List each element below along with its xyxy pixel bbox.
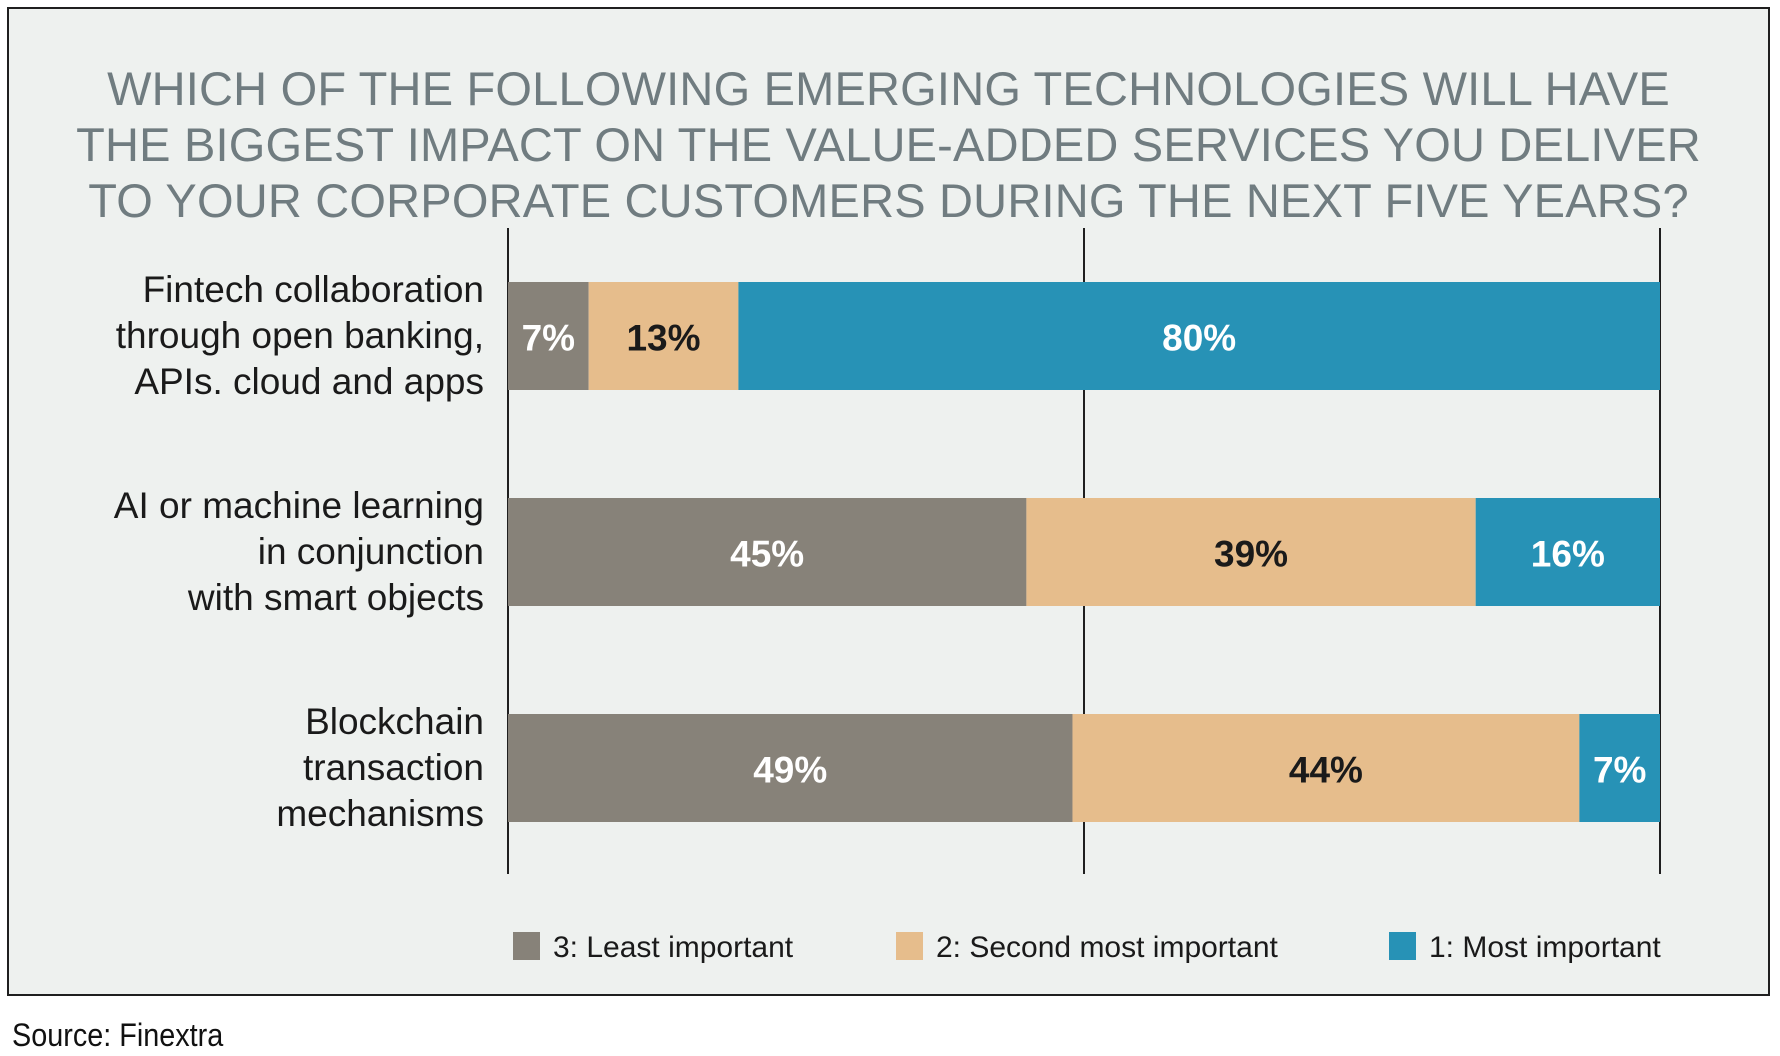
data-label: 80% xyxy=(1162,318,1236,359)
data-label: 49% xyxy=(753,750,827,791)
category-label: Fintech collaboration xyxy=(143,269,484,310)
chart-title-line: TO YOUR CORPORATE CUSTOMERS DURING THE N… xyxy=(88,174,1689,227)
chart-title: WHICH OF THE FOLLOWING EMERGING TECHNOLO… xyxy=(49,61,1728,229)
category-label: transaction xyxy=(303,747,484,788)
stacked-bar-chart: 7% 13% 80% 45% 39% 16% 49% 44% 7% Fintech collab… xyxy=(114,228,1661,964)
category-label: in conjunction xyxy=(258,531,484,572)
chart-title-line: WHICH OF THE FOLLOWING EMERGING TECHNOLO… xyxy=(107,62,1670,115)
legend-entry: 2: Second most important xyxy=(936,931,1279,964)
data-label: 7% xyxy=(522,318,575,359)
data-label: 45% xyxy=(730,534,804,575)
legend-entry: 3: Least important xyxy=(553,931,794,964)
data-label: 44% xyxy=(1289,750,1363,791)
legend-entry: 1: Most important xyxy=(1429,931,1661,964)
bar-segment xyxy=(1579,714,1660,822)
source-note: Source: Finextra xyxy=(12,1017,224,1053)
legend-swatch xyxy=(896,932,923,960)
bars: 7% 13% 80% 45% 39% 16% 49% 44% 7% xyxy=(508,282,1660,822)
bar-segment xyxy=(1475,498,1660,606)
data-label: 7% xyxy=(1593,750,1646,791)
legend-swatch xyxy=(1389,932,1416,960)
category-label: APIs. cloud and apps xyxy=(134,361,484,402)
data-label: 16% xyxy=(1531,534,1605,575)
category-label: Blockchain xyxy=(305,701,484,742)
bar-segment xyxy=(1072,714,1580,822)
legend-swatch xyxy=(513,932,540,960)
bar-segment xyxy=(1026,498,1476,606)
bar-segment xyxy=(588,282,739,390)
data-label: 13% xyxy=(626,318,700,359)
bar-segment xyxy=(738,282,1660,390)
category-label: through open banking, xyxy=(116,315,484,356)
category-label: mechanisms xyxy=(276,793,484,834)
category-label: with smart objects xyxy=(187,577,484,618)
bar-segment xyxy=(508,282,589,390)
legend: 3: Least important 2: Second most importa… xyxy=(513,931,1661,964)
bar-segment xyxy=(508,498,1027,606)
bar-segment xyxy=(508,714,1073,822)
data-label: 39% xyxy=(1214,534,1288,575)
category-label: AI or machine learning xyxy=(114,485,484,526)
chart-title-line: THE BIGGEST IMPACT ON THE VALUE-ADDED SE… xyxy=(76,118,1701,171)
category-labels: Fintech collaboration through open bankin… xyxy=(114,269,484,834)
